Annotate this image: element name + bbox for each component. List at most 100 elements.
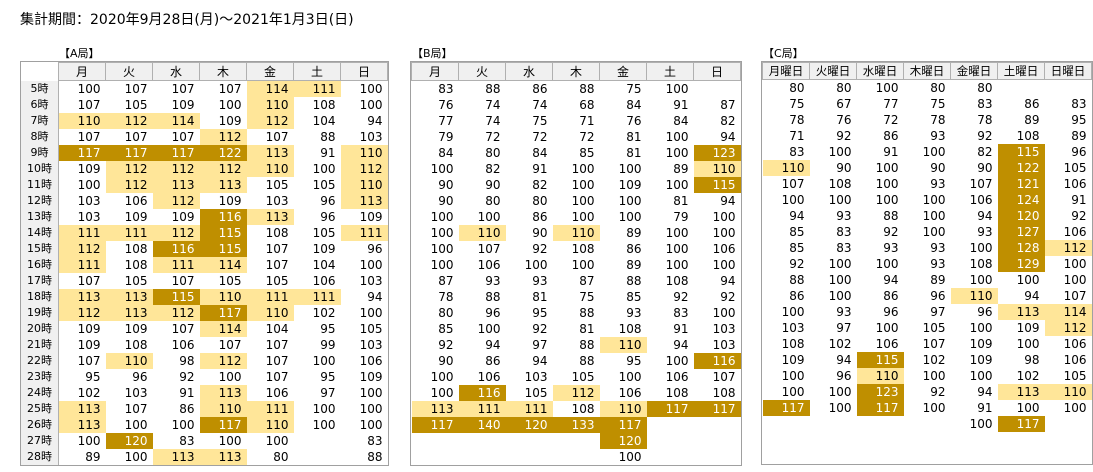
header-row: 月曜日 火曜日 水曜日 木曜日 金曜日 土曜日 日曜日	[762, 62, 1092, 80]
value-cell: 80	[485, 194, 501, 208]
value-cell: 112	[105, 161, 153, 177]
value-cell: 86	[789, 289, 805, 303]
value-cell: 100	[77, 82, 101, 96]
value-cell: 109	[312, 242, 336, 256]
value-cell: 109	[359, 210, 383, 224]
value-cell: 102	[922, 353, 946, 367]
value-cell: 78	[438, 290, 454, 304]
value-cell: 94	[720, 274, 736, 288]
value-cell: 111	[246, 289, 294, 305]
value-cell: 100	[571, 178, 595, 192]
value-cell: 93	[836, 209, 852, 223]
table-row: 6時 107 105 109 100 110 108 100	[21, 97, 388, 113]
value-cell: 100	[218, 434, 242, 448]
table-row: 79 72 72 72 81 100 94	[412, 129, 741, 145]
value-cell: 110	[458, 225, 506, 241]
table-row: 5時 100 107 107 107 114 111 100	[21, 80, 388, 97]
table-row: 78 88 81 75 85 92 92	[412, 289, 741, 305]
table-row: 117 100 117 100 91 100 100	[762, 400, 1092, 416]
value-cell: 100	[828, 193, 852, 207]
table-row: 22時 107 110 98 112 107 100 106	[21, 353, 388, 369]
value-cell: 116	[199, 209, 247, 225]
value-cell: 106	[1063, 177, 1087, 191]
value-cell: 92	[179, 370, 195, 384]
value-cell: 94	[836, 353, 852, 367]
value-cell: 74	[532, 98, 548, 112]
value-cell: 114	[199, 321, 247, 337]
value-cell: 80	[930, 81, 946, 95]
heatmap-table: 月火水木金土日 83 88 86 88 75 100 76 74 74 68 84 91 87 77 74 75…	[411, 62, 741, 465]
value-cell: 71	[789, 129, 805, 143]
value-cell: 100	[875, 257, 899, 271]
value-cell: 100	[430, 162, 454, 176]
value-cell: 99	[320, 338, 336, 352]
table-row: 100	[412, 449, 741, 465]
table-frame: 月曜日 火曜日 水曜日 木曜日 金曜日 土曜日 日曜日 80 80 100 80 80 75 67 77 75…	[761, 61, 1093, 465]
hour-label: 21時	[21, 337, 59, 353]
value-cell	[951, 432, 998, 448]
value-cell: 86	[1024, 97, 1040, 111]
value-cell: 110	[599, 401, 647, 417]
value-cell: 113	[152, 449, 200, 465]
value-cell: 95	[532, 306, 548, 320]
value-cell: 100	[969, 241, 993, 255]
value-cell: 120	[505, 417, 553, 433]
value-cell: 113	[58, 417, 106, 433]
value-cell: 76	[438, 98, 454, 112]
value-cell: 109	[171, 98, 195, 112]
value-cell: 100	[828, 257, 852, 271]
table-row: 80 96 95 88 93 83 100	[412, 305, 741, 321]
value-cell: 117	[693, 401, 741, 417]
table-row: 90 80 80 100 100 81 94	[412, 193, 741, 209]
value-cell: 103	[124, 386, 148, 400]
value-cell: 112	[552, 385, 600, 401]
value-cell: 113	[199, 449, 247, 465]
value-cell: 109	[124, 322, 148, 336]
value-cell: 107	[77, 274, 101, 288]
value-cell: 72	[532, 130, 548, 144]
value-cell: 117	[199, 305, 247, 321]
value-cell: 100	[618, 210, 642, 224]
value-cell: 103	[712, 322, 736, 336]
hour-label: 12時	[21, 193, 59, 209]
table-row: 85 83 93 93 100 128 112	[763, 240, 1092, 256]
value-cell: 86	[883, 289, 899, 303]
value-cell: 108	[1016, 129, 1040, 143]
value-cell: 100	[359, 386, 383, 400]
value-cell: 78	[930, 113, 946, 127]
hour-label: 27時	[21, 433, 59, 449]
value-cell: 86	[626, 242, 642, 256]
value-cell: 105	[922, 321, 946, 335]
value-cell: 100	[875, 321, 899, 335]
table-row: 11時 100 112 113 113 105 105 110	[21, 177, 388, 193]
table-row: 117 140 120 133 117	[411, 417, 741, 433]
value-cell: 117	[411, 417, 459, 433]
value-cell: 106	[665, 370, 689, 384]
hour-label: 10時	[21, 161, 59, 177]
value-cell: 109	[77, 338, 101, 352]
table-row: 103 97 100 105 100 109 112	[763, 320, 1092, 336]
value-cell: 105	[312, 178, 336, 192]
value-cell: 106	[875, 337, 899, 351]
value-cell: 81	[673, 194, 689, 208]
table-row: 25時 113 107 86 110 111 100 100	[21, 401, 388, 417]
value-cell: 87	[438, 274, 454, 288]
value-cell: 114	[246, 80, 294, 97]
value-cell: 106	[1063, 353, 1087, 367]
table-row: 14時 111 111 112 115 108 105 111	[21, 225, 388, 241]
value-cell: 82	[532, 178, 548, 192]
day-header: 火曜日	[809, 62, 857, 80]
value-cell: 100	[922, 225, 946, 239]
value-cell: 109	[781, 353, 805, 367]
value-cell: 112	[340, 161, 388, 177]
value-cell: 81	[626, 130, 642, 144]
value-cell: 77	[883, 97, 899, 111]
value-cell: 84	[532, 146, 548, 160]
value-cell: 97	[532, 338, 548, 352]
value-cell: 100	[618, 370, 642, 384]
value-cell: 95	[1071, 113, 1087, 127]
day-header: 水	[505, 62, 553, 81]
value-cell: 111	[458, 401, 506, 417]
value-cell: 140	[458, 417, 506, 433]
table-row: 10時 109 112 112 112 110 100 112	[21, 161, 388, 177]
